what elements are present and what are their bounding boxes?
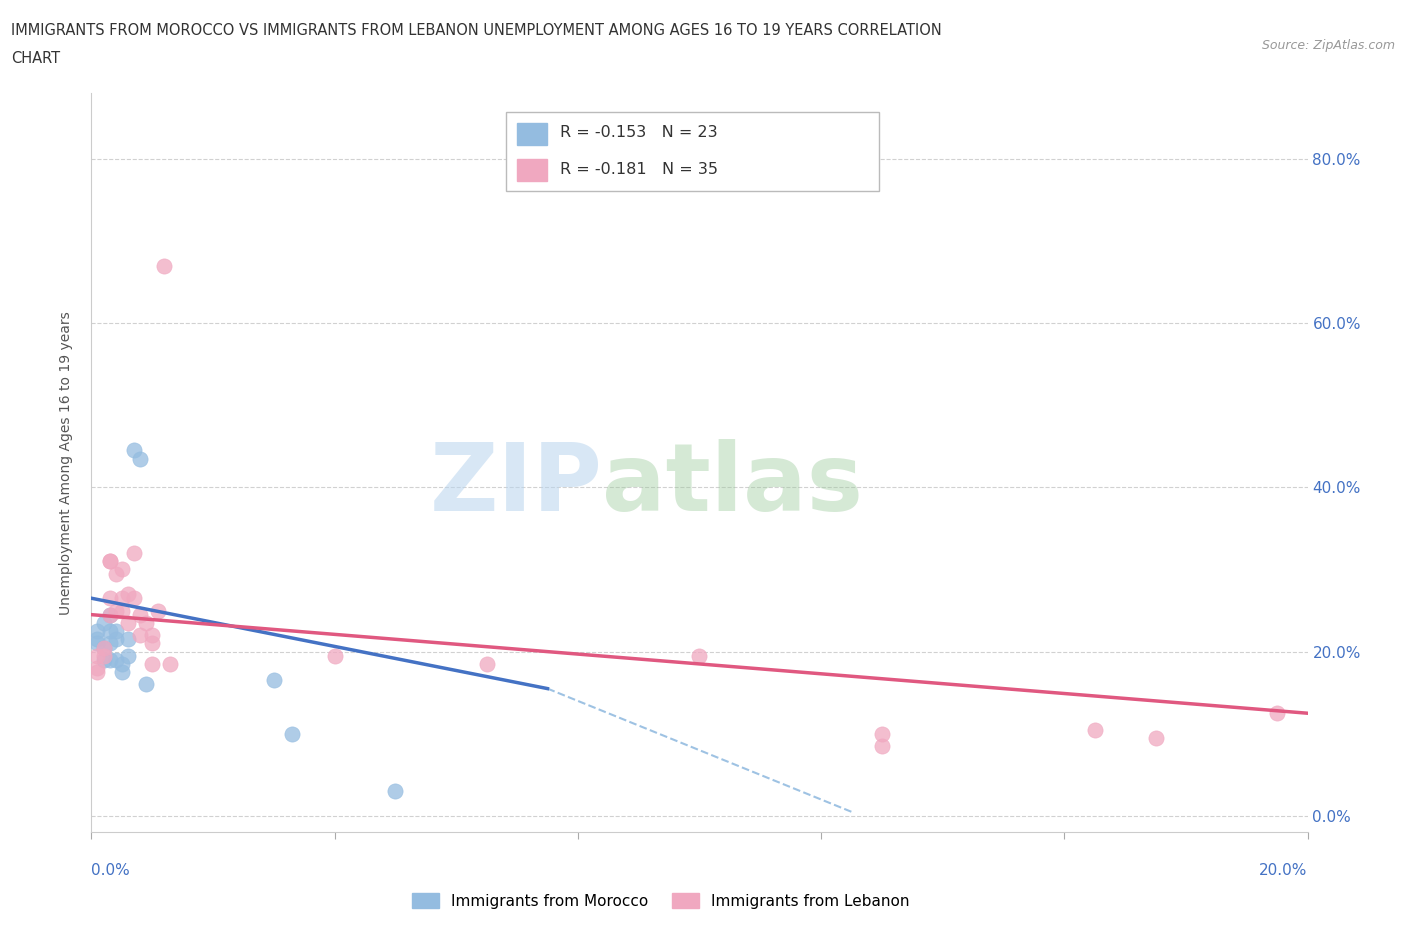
- Point: [135, 677, 157, 692]
- Point: [117, 587, 139, 602]
- Point: [98, 607, 121, 622]
- Point: [870, 726, 893, 741]
- Point: [98, 554, 121, 569]
- Point: [153, 258, 176, 272]
- Bar: [517, 123, 547, 145]
- Point: [104, 604, 127, 618]
- Point: [86, 624, 108, 639]
- Point: [129, 607, 152, 622]
- Point: [1265, 706, 1288, 721]
- Text: 0.0%: 0.0%: [91, 863, 131, 878]
- Y-axis label: Unemployment Among Ages 16 to 19 years: Unemployment Among Ages 16 to 19 years: [59, 311, 73, 615]
- Point: [122, 591, 145, 605]
- Point: [141, 657, 163, 671]
- Point: [117, 648, 139, 663]
- Point: [281, 726, 304, 741]
- Point: [111, 665, 134, 680]
- Point: [86, 636, 108, 651]
- Point: [93, 648, 115, 663]
- Point: [98, 653, 121, 668]
- Point: [129, 451, 152, 466]
- Point: [104, 631, 127, 646]
- Point: [98, 591, 121, 605]
- Point: [111, 591, 134, 605]
- Text: CHART: CHART: [11, 51, 60, 66]
- Bar: [517, 159, 547, 181]
- Text: R = -0.181   N = 35: R = -0.181 N = 35: [560, 162, 718, 177]
- Point: [475, 657, 498, 671]
- Point: [384, 784, 406, 799]
- Point: [98, 624, 121, 639]
- Point: [93, 653, 115, 668]
- Text: 20.0%: 20.0%: [1260, 863, 1308, 878]
- Point: [1144, 730, 1167, 745]
- Text: IMMIGRANTS FROM MOROCCO VS IMMIGRANTS FROM LEBANON UNEMPLOYMENT AMONG AGES 16 TO: IMMIGRANTS FROM MOROCCO VS IMMIGRANTS FR…: [11, 23, 942, 38]
- Point: [159, 657, 181, 671]
- Point: [263, 673, 285, 688]
- Point: [141, 628, 163, 643]
- Point: [323, 648, 346, 663]
- Point: [93, 640, 115, 655]
- Point: [688, 648, 710, 663]
- Point: [117, 616, 139, 631]
- Point: [122, 443, 145, 458]
- Point: [93, 640, 115, 655]
- Point: [870, 738, 893, 753]
- Point: [98, 607, 121, 622]
- Point: [98, 636, 121, 651]
- Text: ZIP: ZIP: [429, 439, 602, 531]
- Point: [111, 657, 134, 671]
- Text: Source: ZipAtlas.com: Source: ZipAtlas.com: [1261, 39, 1395, 52]
- Point: [141, 636, 163, 651]
- Point: [148, 604, 170, 618]
- Point: [86, 660, 108, 675]
- Text: atlas: atlas: [602, 439, 863, 531]
- Point: [117, 631, 139, 646]
- Point: [86, 665, 108, 680]
- Legend: Immigrants from Morocco, Immigrants from Lebanon: Immigrants from Morocco, Immigrants from…: [406, 886, 915, 915]
- Point: [86, 631, 108, 646]
- Point: [129, 628, 152, 643]
- Point: [1084, 723, 1107, 737]
- Point: [104, 653, 127, 668]
- Point: [104, 566, 127, 581]
- Point: [86, 648, 108, 663]
- Point: [104, 624, 127, 639]
- Text: R = -0.153   N = 23: R = -0.153 N = 23: [560, 126, 718, 140]
- FancyBboxPatch shape: [506, 112, 879, 191]
- Point: [93, 616, 115, 631]
- Point: [111, 604, 134, 618]
- Point: [135, 616, 157, 631]
- Point: [111, 562, 134, 577]
- Point: [122, 546, 145, 561]
- Point: [98, 554, 121, 569]
